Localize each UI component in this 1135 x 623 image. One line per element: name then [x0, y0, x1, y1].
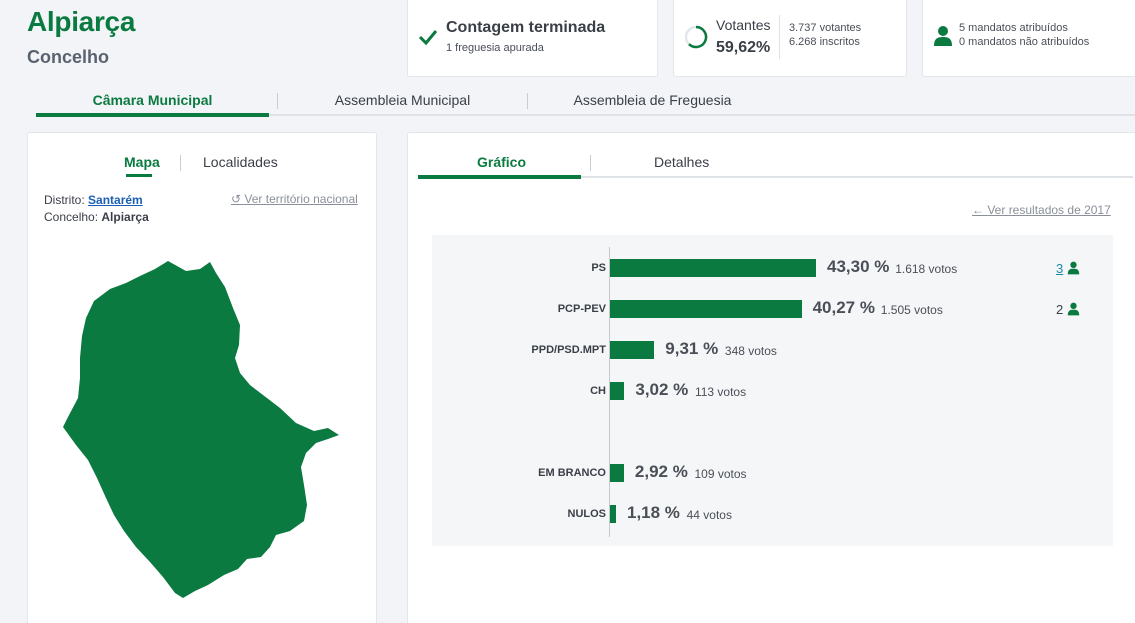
tab-detalhes[interactable]: Detalhes	[654, 154, 710, 170]
map-panel: Mapa Localidades Distrito: Santarém Conc…	[27, 132, 377, 623]
mandates-assigned: 5 mandatos atribuídos	[959, 22, 1068, 34]
alpiarca-region-shape[interactable]	[63, 261, 339, 598]
council-label: Concelho:	[44, 210, 99, 224]
voters-card: Votantes 59,62% 3.737 votantes 6.268 ins…	[673, 0, 907, 77]
bar[interactable]	[610, 464, 624, 482]
reset-territory-link[interactable]: ↺ Ver território nacional	[231, 192, 358, 206]
voters-count: 3.737 votantes	[789, 22, 862, 34]
bar-label: NULOS	[567, 508, 607, 520]
results-chart: PS 43,30 % 1.618 votos 3 PCP-PEV 40,27 % 1.505…	[432, 235, 1113, 546]
bar-label: PS	[591, 262, 606, 274]
votes-label: 348 votos	[724, 344, 777, 358]
percent-label: 9,31 %	[665, 339, 719, 358]
mandates-count[interactable]: 3	[1056, 261, 1064, 276]
bar[interactable]	[610, 505, 616, 523]
turnout-ring-icon	[684, 25, 708, 49]
check-icon	[418, 30, 438, 46]
status-card: Contagem terminada 1 freguesia apurada	[407, 0, 658, 77]
votes-label: 113 votos	[694, 385, 747, 399]
bar-label: EM BRANCO	[538, 467, 606, 479]
subtab-indicator	[418, 175, 581, 179]
user-icon	[1067, 261, 1080, 275]
main-tabs-divider	[36, 114, 1135, 116]
chart-axis	[609, 247, 610, 537]
tab-separator	[527, 93, 528, 109]
active-tab-indicator	[36, 113, 269, 117]
district-row: Distrito: Santarém	[44, 193, 143, 207]
bar[interactable]	[610, 300, 802, 318]
user-icon	[1067, 302, 1080, 316]
percent-label: 1,18 %	[627, 503, 680, 522]
votes-label: 109 votos	[694, 467, 747, 481]
percent-label: 43,30 %	[827, 257, 890, 276]
bar[interactable]	[610, 341, 655, 359]
mandates-card: 5 mandatos atribuídos 0 mandatos não atr…	[922, 0, 1135, 77]
tab-camara-municipal[interactable]: Câmara Municipal	[92, 92, 213, 108]
district-label: Distrito:	[44, 193, 85, 207]
tab-separator	[180, 155, 181, 171]
user-icon	[934, 26, 952, 46]
previous-results-label: Ver resultados de 2017	[987, 203, 1111, 217]
page-title: Alpiarça	[27, 6, 136, 37]
status-title: Contagem terminada	[446, 19, 606, 36]
page-subtitle: Concelho	[27, 47, 110, 67]
voters-label: Votantes	[716, 17, 771, 33]
reset-territory-label: Ver território nacional	[244, 192, 358, 206]
mandates-unassigned: 0 mandatos não atribuídos	[959, 36, 1090, 48]
votes-label: 1.505 votos	[880, 303, 943, 317]
mandates-count: 2	[1056, 302, 1064, 317]
turnout-percent: 59,62%	[716, 39, 771, 56]
results-panel: Gráfico Detalhes ← Ver resultados de 201…	[407, 132, 1135, 623]
registered-count: 6.268 inscritos	[789, 36, 860, 48]
bar[interactable]	[610, 259, 816, 277]
council-row: Concelho: Alpiarça	[44, 210, 149, 224]
votes-label: 44 votos	[686, 508, 732, 522]
subtabs-divider	[418, 176, 1133, 178]
tab-mapa[interactable]: Mapa	[124, 154, 160, 170]
subtab-indicator	[126, 174, 152, 177]
status-subtitle: 1 freguesia apurada	[446, 42, 544, 54]
tab-separator	[277, 93, 278, 109]
divider	[779, 15, 780, 59]
votes-label: 1.618 votos	[895, 262, 958, 276]
council-value: Alpiarça	[101, 210, 149, 224]
tab-assembleia-freguesia[interactable]: Assembleia de Freguesia	[573, 92, 732, 108]
bar[interactable]	[610, 382, 625, 400]
tab-assembleia-municipal[interactable]: Assembleia Municipal	[334, 92, 471, 108]
tab-separator	[590, 155, 591, 171]
arrow-left-icon: ←	[972, 203, 984, 217]
percent-label: 3,02 %	[635, 380, 689, 399]
tab-grafico[interactable]: Gráfico	[477, 154, 527, 170]
bar-label: CH	[590, 385, 606, 397]
previous-results-link[interactable]: ← Ver resultados de 2017	[972, 203, 1111, 217]
district-link[interactable]: Santarém	[88, 193, 143, 207]
percent-label: 2,92 %	[634, 462, 688, 481]
percent-label: 40,27 %	[812, 298, 875, 317]
council-map[interactable]	[58, 253, 348, 608]
tab-localidades[interactable]: Localidades	[203, 154, 278, 170]
bar-label: PPD/PSD.MPT	[531, 344, 606, 356]
bar-label: PCP-PEV	[557, 303, 606, 315]
undo-icon: ↺	[231, 192, 242, 206]
